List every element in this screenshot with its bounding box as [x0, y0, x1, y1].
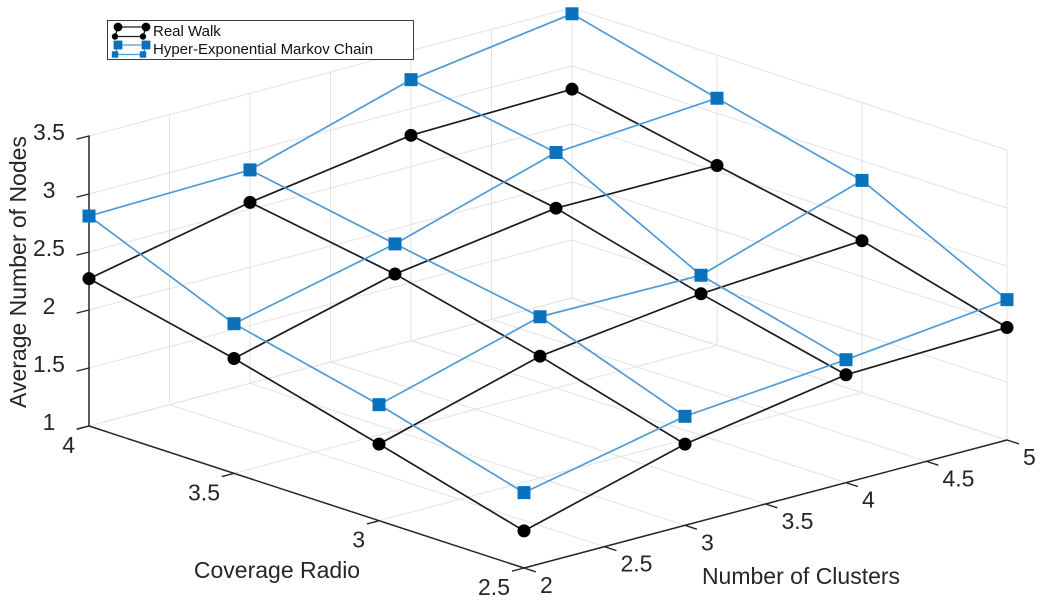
svg-text:4.5: 4.5: [943, 465, 975, 491]
legend-item-markov-chain: Hyper-Exponential Markov Chain: [110, 40, 413, 58]
legend: Real Walk Hyper-Exponential Markov Chain: [107, 20, 414, 60]
svg-text:3.5: 3.5: [188, 479, 220, 505]
svg-text:3.5: 3.5: [33, 119, 65, 145]
svg-text:2.5: 2.5: [33, 235, 65, 261]
svg-text:3: 3: [352, 527, 365, 553]
svg-text:3.5: 3.5: [782, 508, 814, 534]
svg-text:2.5: 2.5: [621, 551, 653, 577]
svg-text:4: 4: [862, 487, 875, 513]
legend-item-real-walk: Real Walk: [110, 22, 413, 40]
legend-label-real-walk: Real Walk: [153, 22, 221, 40]
svg-text:1: 1: [43, 409, 56, 435]
legend-label-markov-chain: Hyper-Exponential Markov Chain: [153, 40, 374, 58]
svg-text:2.5: 2.5: [478, 574, 510, 600]
real-walk-mesh-icon: [111, 22, 151, 40]
svg-text:3: 3: [43, 177, 56, 203]
svg-text:2: 2: [540, 572, 553, 598]
markov-chain-mesh-icon: [111, 40, 151, 58]
svg-text:3: 3: [701, 529, 714, 555]
svg-text:1.5: 1.5: [33, 351, 65, 377]
svg-text:5: 5: [1023, 444, 1036, 470]
svg-text:2: 2: [43, 293, 56, 319]
svg-text:4: 4: [62, 432, 75, 458]
